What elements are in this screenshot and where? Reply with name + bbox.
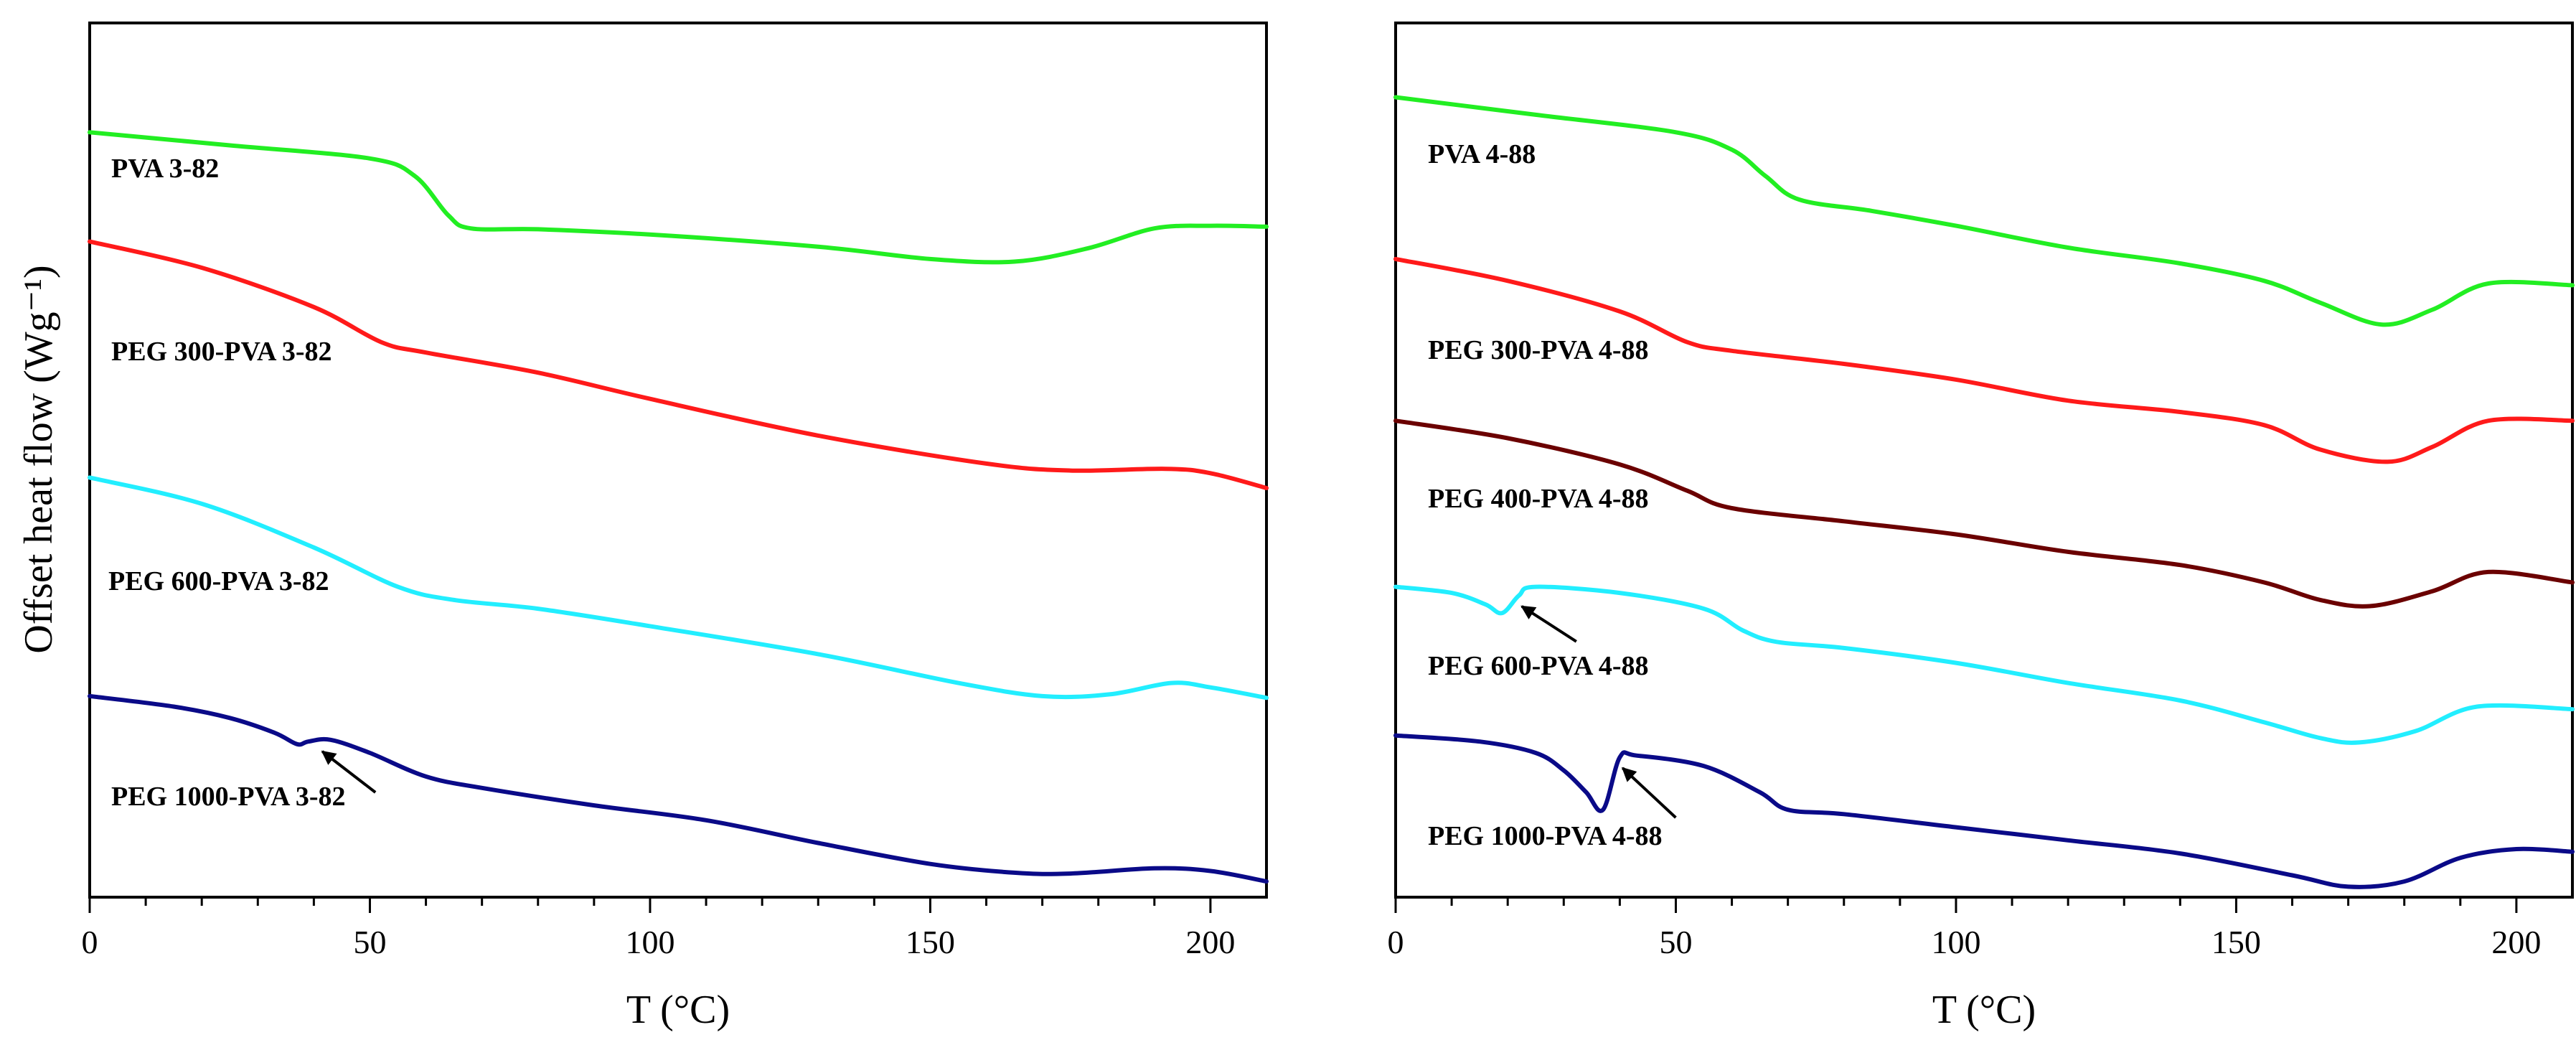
annotation-arrow (1520, 605, 1577, 643)
series-label: PEG 1000-PVA 4-88 (1428, 821, 1663, 851)
x-tick-label: 100 (1931, 924, 1980, 960)
x-tick-label: 150 (906, 924, 955, 960)
series-label: PEG 600-PVA 4-88 (1428, 651, 1649, 681)
series-line-peg-300-pva-3-82 (88, 239, 1269, 490)
x-tick-label: 0 (1388, 924, 1404, 960)
series-line-peg-400-pva-4-88 (1393, 418, 2575, 609)
series-label: PEG 400-PVA 4-88 (1428, 484, 1649, 514)
series-label: PEG 1000-PVA 3-82 (111, 782, 346, 812)
series-line-pva-4-88 (1393, 95, 2575, 327)
x-axis-label: T (°C) (1932, 988, 2036, 1032)
x-tick-label: 50 (353, 924, 386, 960)
x-tick-label: 0 (82, 924, 98, 960)
series-line-pva-3-82 (88, 130, 1269, 265)
annotation-arrow (321, 750, 377, 794)
series-line-peg-600-pva-4-88 (1393, 584, 2575, 745)
x-tick-label: 150 (2211, 924, 2261, 960)
series-label: PVA 4-88 (1428, 139, 1536, 169)
series-line-peg-300-pva-4-88 (1393, 256, 2575, 464)
series-line-peg-600-pva-3-82 (88, 475, 1269, 701)
series-label: PEG 300-PVA 4-88 (1428, 335, 1649, 365)
left-panel: 0 50 100 150 200 T (°C) PVA 3-82 PEG 300-PVA 3-… (82, 22, 1269, 1032)
x-axis-label: T (°C) (626, 988, 730, 1032)
y-axis-label: Offset heat flow (Wg⁻¹) (17, 265, 61, 653)
series-line-peg-1000-pva-4-88 (1393, 733, 2575, 889)
plot-frame (1394, 22, 2574, 899)
series-line-peg-1000-pva-3-82 (88, 693, 1269, 884)
x-tick-label: 200 (2491, 924, 2541, 960)
series-label: PEG 600-PVA 3-82 (108, 566, 329, 596)
annotation-arrow (1621, 767, 1677, 819)
x-tick-label: 200 (1185, 924, 1235, 960)
series-label: PVA 3-82 (111, 154, 219, 184)
x-tick-label: 50 (1659, 924, 1692, 960)
x-tick-label: 100 (625, 924, 674, 960)
right-panel: 0 50 100 150 200 T (°C) PVA 4-88 PEG 300-PVA 4-… (1388, 22, 2575, 1032)
series-label: PEG 300-PVA 3-82 (111, 337, 332, 367)
plot-frame (88, 22, 1268, 899)
